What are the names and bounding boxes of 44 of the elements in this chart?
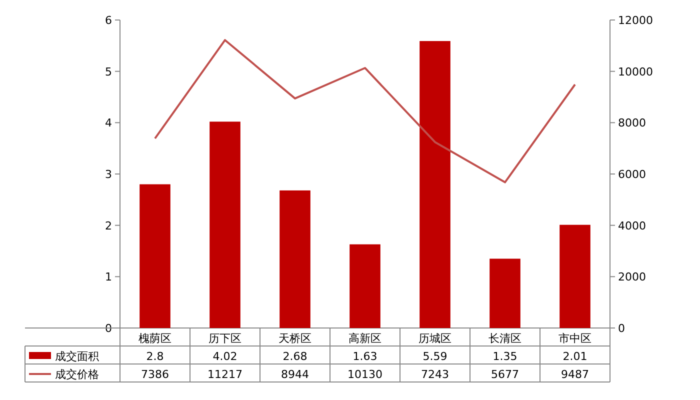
y2-tick-label: 2000 [618, 270, 646, 284]
data-label: 8944 [281, 368, 309, 381]
y2-tick-label: 4000 [618, 219, 646, 232]
data-label: 4.02 [212, 350, 238, 363]
x-tick-label: 长清区 [488, 332, 522, 345]
bar [280, 190, 310, 328]
y-tick-label: 1 [105, 270, 112, 284]
bar [210, 122, 240, 328]
data-label: 11217 [208, 368, 242, 381]
legend-label: 成交面积 [55, 350, 99, 363]
x-tick-label: 历城区 [418, 332, 452, 345]
bar [420, 41, 450, 328]
x-tick-label: 天桥区 [278, 332, 312, 345]
data-label: 2.68 [282, 350, 308, 363]
x-tick-label: 槐荫区 [138, 332, 172, 345]
bar [350, 244, 380, 328]
x-tick-label: 历下区 [208, 332, 242, 345]
bar [560, 224, 590, 328]
data-label: 5.59 [422, 350, 448, 363]
data-label: 7243 [421, 368, 449, 381]
x-tick-label: 市中区 [558, 332, 592, 345]
data-label: 7386 [141, 368, 169, 381]
y2-tick-label: 6000 [618, 168, 646, 181]
data-label: 5677 [491, 368, 519, 381]
legend-label: 成交价格 [55, 368, 99, 381]
y2-tick-label: 12000 [618, 14, 653, 27]
data-label: 1.35 [492, 350, 518, 363]
bar [490, 258, 520, 328]
y2-tick-label: 10000 [618, 65, 653, 78]
data-label: 2.8 [146, 350, 164, 363]
y-tick-label: 3 [105, 168, 112, 181]
data-label: 2.01 [562, 350, 588, 363]
data-label: 9487 [561, 368, 589, 381]
y-tick-label: 6 [105, 14, 112, 27]
y-tick-label: 5 [105, 65, 112, 78]
y2-tick-label: 8000 [618, 116, 646, 130]
x-tick-label: 高新区 [348, 332, 382, 345]
y2-tick-label: 0 [618, 322, 625, 335]
line-series [154, 39, 576, 184]
bar [140, 184, 170, 328]
data-label: 10130 [348, 368, 382, 381]
y-tick-label: 4 [105, 116, 112, 130]
data-label: 1.63 [352, 350, 378, 363]
y-tick-label: 2 [105, 219, 112, 232]
